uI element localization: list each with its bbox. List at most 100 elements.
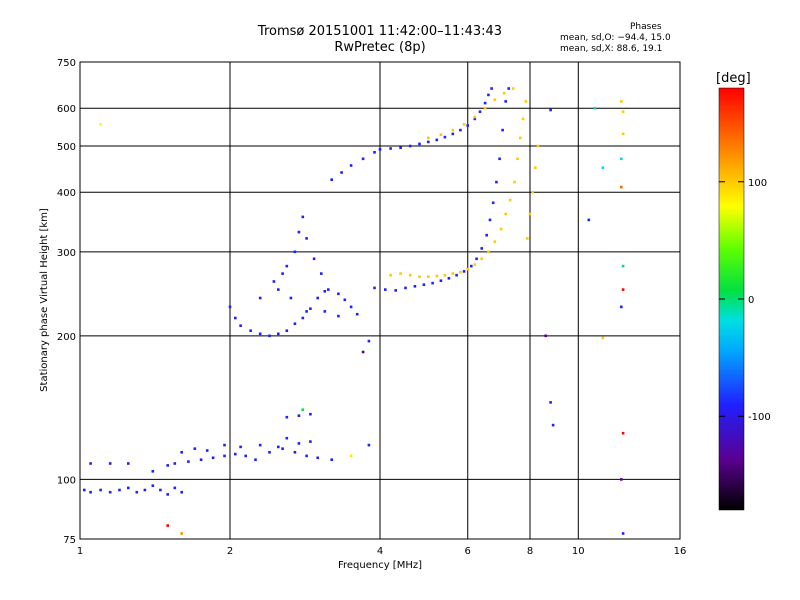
- o-mode-point: [443, 135, 447, 139]
- x-mode-point: [519, 136, 522, 140]
- y-tick-labels: 75 100 200 300 400 500 600 750: [57, 58, 76, 546]
- o-mode-point: [418, 142, 421, 146]
- o-mode-point: [320, 272, 323, 275]
- o-mode-point: [135, 490, 139, 494]
- o-mode-point: [483, 101, 487, 105]
- o-mode-point: [89, 490, 92, 494]
- phase-statistics: Phases mean, sd,O: −94.4, 15.0 mean, sd,…: [560, 22, 760, 55]
- o-mode-point: [277, 288, 280, 291]
- o-mode-point: [281, 447, 284, 450]
- colorbar-tick-label: -100: [748, 412, 771, 423]
- o-mode-point: [297, 230, 301, 234]
- x-tick-label: 1: [77, 546, 83, 557]
- o-mode-point: [166, 493, 169, 496]
- title-line-1: Tromsø 20151001 11:42:00–11:43:43: [257, 24, 503, 39]
- o-mode-point: [281, 272, 284, 275]
- x-mode-point: [459, 270, 462, 274]
- o-mode-point: [108, 462, 112, 465]
- o-mode-point: [173, 462, 177, 465]
- scatter-point: [620, 157, 623, 161]
- x-mode-point: [502, 91, 506, 95]
- scatter-point: [166, 524, 169, 527]
- title-line-2: RwPretec (8p): [334, 40, 426, 55]
- o-mode-point: [316, 456, 319, 460]
- scatter-point: [551, 423, 555, 427]
- o-mode-point: [272, 280, 276, 283]
- x-mode-point: [451, 272, 455, 275]
- scatter-point: [349, 454, 353, 458]
- o-mode-point: [159, 488, 162, 492]
- o-mode-point: [108, 490, 112, 494]
- scatter-point: [621, 431, 625, 435]
- y-tick-label: 750: [57, 58, 76, 69]
- o-mode-point: [312, 257, 316, 261]
- scatter-point: [601, 336, 605, 340]
- x-mode-point: [508, 198, 512, 202]
- o-mode-point: [223, 443, 226, 447]
- o-mode-point: [408, 144, 412, 148]
- x-mode-point: [524, 100, 528, 103]
- o-mode-point: [193, 447, 197, 450]
- colorbar-tick-label: 0: [748, 295, 754, 306]
- o-mode-point: [305, 454, 308, 458]
- x-tick-label: 8: [527, 546, 533, 557]
- o-mode-point: [293, 322, 297, 325]
- scatter-point: [621, 532, 625, 535]
- scatter-point: [301, 408, 305, 411]
- o-mode-point: [297, 414, 301, 417]
- x-mode-point: [399, 272, 402, 275]
- x-mode-point: [534, 166, 537, 170]
- o-mode-point: [495, 180, 498, 184]
- o-mode-point: [422, 283, 426, 286]
- o-mode-point: [498, 157, 501, 161]
- phase-o-stats: mean, sd,O: −94.4, 15.0: [560, 33, 671, 43]
- o-mode-point: [166, 464, 169, 467]
- o-mode-point: [316, 296, 319, 300]
- o-mode-point: [504, 100, 507, 103]
- o-mode-point: [285, 264, 289, 268]
- o-mode-point: [83, 488, 86, 492]
- o-mode-point: [180, 451, 183, 454]
- x-tick-label: 10: [572, 546, 585, 557]
- scatter-point: [621, 110, 625, 113]
- scatter-point: [620, 100, 623, 103]
- o-mode-point: [127, 462, 130, 465]
- o-mode-point: [301, 215, 305, 219]
- x-mode-point: [435, 274, 439, 278]
- x-mode-point: [443, 273, 447, 277]
- scatter-point: [180, 532, 183, 535]
- x-mode-point: [493, 98, 497, 102]
- o-mode-point: [404, 286, 407, 290]
- colorbar-tick-label: 100: [748, 178, 767, 189]
- o-mode-point: [373, 151, 376, 154]
- o-mode-point: [211, 456, 215, 460]
- o-mode-point: [258, 332, 262, 336]
- o-mode-point: [239, 324, 242, 327]
- o-mode-point: [199, 458, 203, 461]
- o-mode-point: [337, 314, 340, 318]
- o-mode-point: [234, 316, 237, 320]
- o-mode-point: [473, 117, 477, 121]
- y-tick-label: 300: [57, 248, 76, 259]
- y-tick-label: 200: [57, 332, 76, 343]
- x-mode-point: [487, 250, 490, 254]
- o-mode-point: [337, 292, 340, 296]
- o-mode-point: [151, 484, 155, 487]
- o-mode-point: [480, 247, 483, 250]
- o-mode-point: [330, 178, 333, 181]
- o-mode-point: [327, 288, 330, 291]
- scatter-point: [593, 106, 597, 110]
- o-mode-point: [413, 285, 417, 288]
- x-mode-point: [493, 240, 497, 243]
- o-mode-point: [470, 264, 473, 268]
- o-mode-point: [285, 415, 289, 419]
- o-mode-point: [361, 157, 365, 161]
- o-mode-point: [330, 458, 333, 461]
- o-mode-point: [293, 451, 297, 454]
- x-mode-point: [462, 123, 466, 126]
- scatter-point: [367, 339, 371, 343]
- colorbar-unit: [deg]: [716, 71, 751, 86]
- x-mode-point: [526, 237, 529, 240]
- o-mode-point: [268, 334, 271, 338]
- o-mode-point: [277, 445, 280, 449]
